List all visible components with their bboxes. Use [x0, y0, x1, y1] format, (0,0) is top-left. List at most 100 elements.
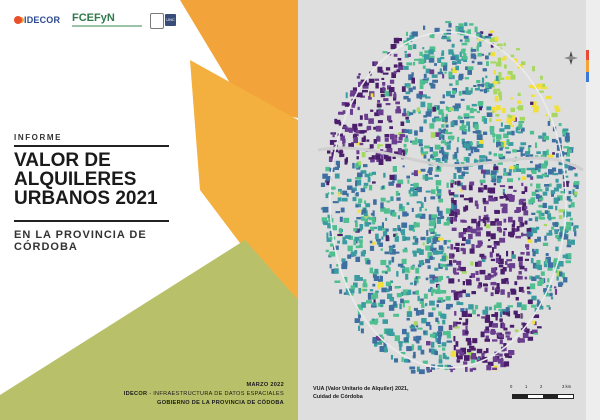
map-parcel: [410, 140, 413, 143]
idecor-logo[interactable]: IDECOR: [14, 15, 60, 25]
map-parcel: [531, 304, 536, 308]
map-parcel: [387, 293, 393, 299]
map-parcel: [464, 22, 468, 27]
map-parcel: [350, 285, 355, 290]
map-parcel: [456, 59, 462, 64]
map-parcel: [411, 72, 414, 77]
map-parcel: [530, 258, 534, 264]
map-parcel: [392, 166, 397, 172]
map-parcel: [445, 21, 451, 24]
map-parcel: [340, 135, 345, 141]
map-parcel: [461, 243, 466, 246]
map-parcel: [493, 183, 497, 186]
map-parcel: [429, 46, 436, 52]
map-parcel: [465, 325, 468, 331]
map-parcel: [540, 154, 546, 158]
map-parcel: [430, 287, 433, 290]
map-parcel: [494, 243, 497, 249]
map-parcel: [483, 350, 487, 354]
map-parcel: [400, 266, 405, 269]
map-parcel: [329, 264, 332, 269]
map-parcel: [445, 124, 449, 128]
map-parcel: [361, 152, 366, 158]
map-parcel: [382, 51, 388, 54]
map-parcel: [437, 71, 444, 75]
map-parcel: [382, 86, 385, 92]
map-parcel: [466, 121, 470, 126]
map-parcel: [379, 299, 386, 304]
map-parcel: [453, 173, 457, 179]
map-parcel: [466, 226, 473, 233]
map-parcel: [397, 140, 402, 143]
map-parcel: [469, 248, 475, 254]
map-parcel: [454, 165, 458, 170]
map-parcel: [544, 235, 547, 241]
map-parcel: [362, 283, 368, 288]
map-parcel: [526, 174, 532, 178]
map-parcel: [405, 119, 410, 123]
map-parcel: [442, 347, 446, 351]
map-parcel: [404, 129, 410, 133]
map-parcel: [536, 210, 542, 214]
map-parcel: [452, 90, 457, 95]
map-parcel: [477, 227, 483, 231]
map-parcel: [516, 226, 520, 232]
map-parcel: [374, 343, 378, 347]
map-parcel: [485, 55, 489, 60]
map-parcel: [496, 221, 502, 226]
map-parcel: [446, 182, 449, 188]
map-parcel: [496, 253, 500, 257]
map-parcel: [511, 254, 516, 259]
map-parcel: [432, 118, 436, 123]
map-parcel: [522, 332, 529, 338]
map-parcel: [357, 106, 360, 111]
map-parcel: [502, 323, 506, 329]
map-parcel: [437, 285, 441, 291]
map-parcel: [404, 247, 408, 251]
map-parcel: [464, 355, 470, 361]
map-parcel: [411, 207, 414, 212]
fcefyn-logo[interactable]: FCEFyN: [72, 12, 115, 24]
map-parcel: [455, 26, 459, 32]
unc-logo[interactable]: UNC: [165, 14, 176, 26]
map-parcel: [549, 288, 552, 292]
map-parcel: [326, 237, 332, 242]
map-parcel: [521, 290, 525, 293]
map-parcel: [337, 240, 340, 244]
map-parcel: [457, 136, 460, 143]
map-parcel: [495, 134, 501, 137]
map-parcel: [437, 164, 440, 170]
map-parcel: [396, 197, 401, 201]
map-parcel: [480, 53, 485, 56]
map-parcel: [463, 35, 469, 39]
map-parcel: [444, 158, 448, 163]
map-parcel: [494, 289, 500, 295]
map-parcel: [369, 245, 375, 251]
map-parcel: [514, 281, 518, 286]
map-parcel: [356, 156, 359, 160]
map-parcel: [448, 278, 455, 284]
map-parcel: [335, 160, 340, 166]
map-caption-line1: VUA (Valor Unitario de Alquiler) 2021,: [313, 386, 409, 392]
map-parcel: [359, 240, 363, 245]
map-parcel: [470, 149, 474, 154]
map-parcel: [373, 139, 377, 144]
map-parcel: [548, 205, 554, 210]
map-parcel: [551, 262, 556, 268]
map-parcel: [474, 124, 479, 130]
map-parcel: [486, 106, 492, 111]
map-parcel: [538, 204, 544, 208]
map-parcel: [410, 265, 415, 270]
map-parcel: [507, 305, 513, 308]
map-parcel: [396, 183, 401, 188]
map-parcel: [417, 345, 422, 351]
map-parcel: [460, 30, 465, 34]
map-parcel: [360, 328, 364, 334]
map-parcel: [554, 288, 558, 295]
map-parcel: [528, 218, 533, 221]
map-parcel: [490, 221, 496, 226]
map-parcel: [488, 33, 493, 36]
map-parcel: [516, 106, 519, 109]
map-parcel: [466, 105, 470, 111]
map-parcel: [378, 242, 383, 247]
